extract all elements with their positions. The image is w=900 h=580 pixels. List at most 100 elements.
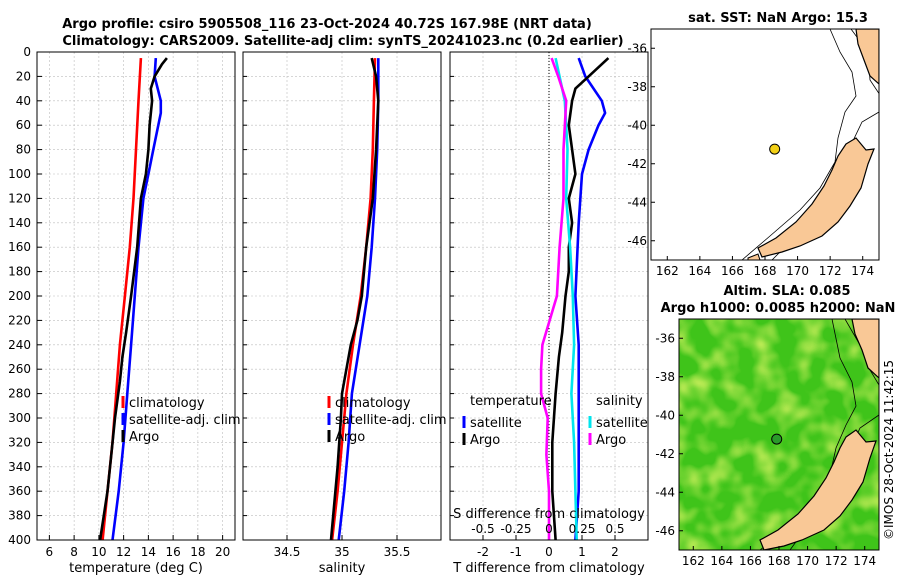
temperature-series-line [98,57,168,541]
temperature-xtick-label: 14 [141,545,156,559]
depth-tick-label: 260 [8,362,31,376]
depth-tick-label: 300 [8,411,31,425]
map-xtick-label: 168 [754,264,777,278]
difference-axes-frame [449,51,649,541]
map-xtick-label: 166 [739,554,762,568]
depth-tick-label: 340 [8,460,31,474]
sst-argo-marker [769,143,781,155]
depth-tick-label: 280 [8,387,31,401]
sst-map-background [651,29,879,260]
depth-tick-label: 20 [16,69,31,83]
salinity-xlabel: salinity [319,561,366,576]
difference-xtick-label: 2 [611,545,619,559]
difference-xlabel-top: S difference from climatology [453,507,645,522]
difference-series-line [554,57,578,541]
stewart-island [747,253,761,260]
sla-map: 162 164 166 168 170 172 174 -36 -38 -40 -42 -44 -46 [655,318,880,568]
depth-tick-label: 400 [8,533,31,547]
map-xtick-label: 166 [721,264,744,278]
map-xtick-label: 174 [853,554,876,568]
difference-xtick-label: 0 [545,545,553,559]
map-ytick-label: -38 [655,370,675,384]
map-ytick-label: -40 [627,118,647,132]
salinity-axes-frame [242,51,442,541]
depth-tick-label: 180 [8,265,31,279]
sst-map-ticks: 162 164 166 168 170 172 174 -36 -38 -40 -42 -44 -46 [627,41,874,278]
depth-tick-label: 360 [8,484,31,498]
map-xtick-label: 162 [682,554,705,568]
difference-legend-title-salinity: salinity [596,394,643,409]
temperature-xlabel: temperature (deg C) [69,561,203,576]
difference-legend-label: Argo [596,433,626,448]
salinity-legend-label: climatology [335,396,411,411]
coastline-north-island [855,29,879,85]
difference-xtick-top-label: 0 [545,522,553,536]
salinity-xtick-label: 34.5 [274,545,301,559]
map-ytick-label: -42 [655,447,675,461]
difference-xtick-top-label: -0.25 [500,522,531,536]
temperature-xtick-label: 12 [116,545,131,559]
temperature-xtick-label: 20 [215,545,230,559]
difference-xtick-top-label: 0.25 [569,522,596,536]
depth-tick-label: 0 [23,45,31,59]
temperature-xtick-label: 18 [190,545,205,559]
temperature-legend-label: climatology [129,396,205,411]
map-xtick-label: 172 [825,554,848,568]
map-xtick-label: 162 [656,264,679,278]
map-ytick-label: -36 [655,331,675,345]
sla-coastline-north-island [851,319,879,379]
salinity-panel: 34.5 35 35.5 salinity climatology satellite-a… [242,51,447,576]
salinity-legend-label: satellite-adj. clim [335,413,447,428]
sst-map-content [741,29,879,260]
difference-series-line [550,57,610,541]
map-xtick-label: 170 [786,264,809,278]
sla-coastline-south-island [759,429,877,550]
sla-map-title-line2: Argo h1000: 0.0085 h2000: NaN [661,301,896,316]
sst-map: 162 164 166 168 170 172 174 -36 -38 -40 -42 -44 -46 [627,28,880,278]
depth-tick-label: 380 [8,509,31,523]
sla-argo-marker [771,433,783,445]
map-ytick-label: -38 [627,80,647,94]
difference-xtick-label: 1 [578,545,586,559]
map-xtick-label: 174 [851,264,874,278]
difference-xlabel: T difference from climatology [452,561,645,576]
temperature-xtick-label: 16 [165,545,180,559]
difference-xtick-top-label: -0.5 [471,522,494,536]
map-xtick-label: 168 [768,554,791,568]
sla-map-title-line1: Altim. SLA: 0.085 [724,284,851,299]
map-ytick-label: -46 [655,524,675,538]
sla-map-ticks: 162 164 166 168 170 172 174 -36 -38 -40 -42 -44 -46 [655,331,876,568]
salinity-series-line [329,57,380,541]
difference-series-line [539,57,568,540]
difference-series-line [574,57,607,541]
temperature-legend-label: Argo [129,430,159,445]
temperature-panel: 6 8 10 12 14 16 18 2002040608010012014016018020… [8,45,241,576]
difference-panel: -2 -1 0 1 2 T difference from climatology temp… [449,51,649,576]
figure-title-line2: Climatology: CARS2009. Satellite-adj cli… [62,34,623,49]
salinity-xtick-label: 35 [334,545,349,559]
depth-tick-label: 100 [8,167,31,181]
map-xtick-label: 164 [710,554,733,568]
salinity-xtick-label: 35.5 [384,545,411,559]
temperature-xtick-label: 10 [91,545,106,559]
depth-tick-label: 240 [8,338,31,352]
imos-credit: ©IMOS 28-Oct-2024 11:42:15 [882,360,896,540]
map-xtick-label: 172 [819,264,842,278]
difference-xtick-top-label: 0.5 [605,522,624,536]
salinity-legend-label: Argo [335,430,365,445]
map-ytick-label: -40 [655,408,675,422]
depth-tick-label: 120 [8,191,31,205]
difference-xtick-label: -1 [510,545,522,559]
temperature-legend-label: satellite-adj. clim [129,413,241,428]
difference-legend-label: satellite [470,416,522,431]
map-xtick-label: 164 [688,264,711,278]
depth-tick-label: 220 [8,313,31,327]
depth-tick-label: 160 [8,240,31,254]
difference-xtick-label: -2 [477,545,489,559]
depth-tick-label: 200 [8,289,31,303]
map-xtick-label: 170 [796,554,819,568]
map-ytick-label: -42 [627,157,647,171]
map-ytick-label: -44 [655,485,675,499]
difference-legend-label: Argo [470,433,500,448]
